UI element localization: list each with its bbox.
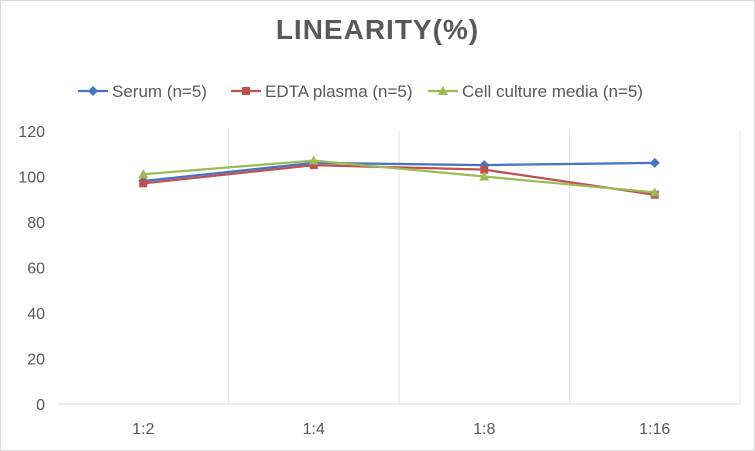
x-tick-label: 1:16 [639,421,670,438]
y-tick-label: 0 [36,397,45,414]
series-line [143,161,655,183]
legend-marker [438,86,448,95]
y-tick-label: 60 [27,261,45,278]
y-tick-label: 100 [18,170,45,187]
data-point [480,165,489,174]
legend-marker [242,87,250,95]
y-tick-label: 20 [27,352,45,369]
data-point [138,169,149,179]
series-line [143,164,655,196]
x-tick-label: 1:2 [132,421,154,438]
data-point [309,161,318,170]
series-2 [138,155,660,197]
data-point [479,171,490,181]
x-tick-label: 1:4 [303,421,325,438]
y-tick-label: 80 [27,215,45,232]
legend-item: EDTA plasma (n=5) [231,82,413,101]
grid-lines [228,131,741,404]
data-point [649,187,660,197]
legend-item: Serum (n=5) [78,82,207,101]
legend-marker [88,86,98,96]
y-tick-label: 40 [27,306,45,323]
x-tick-label: 1:8 [473,421,495,438]
series-group [138,155,660,199]
series-line [143,159,655,194]
y-tick-label: 120 [18,124,45,141]
data-point [649,157,660,168]
legend-label: Serum (n=5) [112,82,207,101]
data-point [139,179,148,188]
legend-item: Cell culture media (n=5) [428,82,643,101]
legend: Serum (n=5) EDTA plasma (n=5) Cell culture… [78,82,643,101]
chart-title: LINEARITY(%) [275,14,480,45]
data-point [308,155,319,165]
legend-label: Cell culture media (n=5) [462,82,643,101]
axes: 0 20 40 60 80 100 120 1:2 1:4 1:8 1:16 [18,124,740,438]
legend-label: EDTA plasma (n=5) [265,82,413,101]
